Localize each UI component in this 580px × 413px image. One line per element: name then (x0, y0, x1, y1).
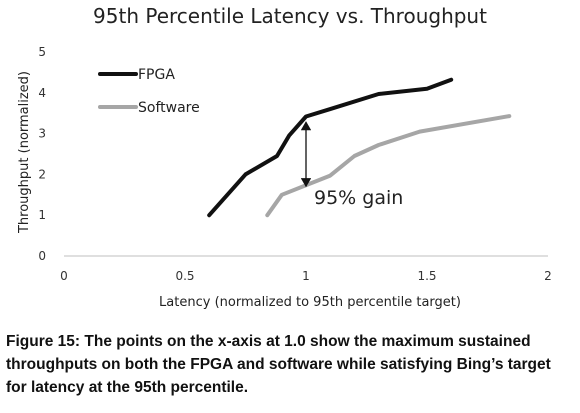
figure-caption: Figure 15: The points on the x-axis at 1… (6, 333, 551, 396)
y-tick-label: 5 (38, 45, 46, 59)
legend-label-fpga: FPGA (138, 67, 175, 83)
x-tick-label: 0.5 (175, 269, 194, 283)
y-tick-label: 0 (38, 249, 46, 263)
latency-throughput-chart: 0 1 2 3 4 5 0 0.5 1 1.5 2 Latency (normalized to 95… (17, 45, 552, 310)
y-tick-label: 3 (38, 127, 46, 141)
x-axis-label: Latency (normalized to 95th percentile t… (159, 295, 461, 310)
series-line-software (265, 114, 512, 218)
x-tick-label: 0 (60, 269, 68, 283)
y-tick-label: 2 (38, 167, 46, 181)
y-tick-label: 4 (38, 86, 46, 100)
chart-title: 95th Percentile Latency vs. Throughput (93, 4, 487, 28)
x-tick-label: 1 (302, 269, 310, 283)
x-tick-label: 1.5 (417, 269, 436, 283)
legend-label-software: Software (138, 100, 200, 116)
y-tick-label: 1 (38, 208, 46, 222)
gain-annotation: 95% gain (314, 187, 403, 209)
series-line-fpga (207, 77, 454, 218)
y-axis-label: Throughput (normalized) (17, 71, 32, 234)
x-tick-label: 2 (544, 269, 552, 283)
